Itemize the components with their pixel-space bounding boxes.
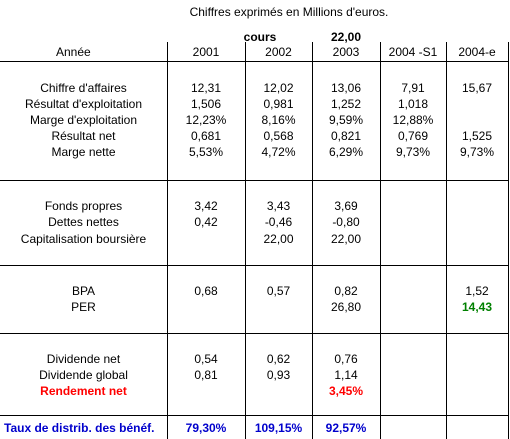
- table-cell: 12,23%: [185, 113, 227, 127]
- table-cell: 0,62: [266, 352, 291, 366]
- table-cell: 22,00: [263, 232, 294, 246]
- column-divider-4: [380, 42, 381, 439]
- cours-label: cours: [243, 30, 277, 44]
- table-cell: 7,91: [401, 81, 425, 95]
- cours-value: 22,00: [330, 30, 362, 44]
- row-label: Dettes nettes: [48, 215, 119, 229]
- table-cell: 3,43: [266, 199, 291, 213]
- row-label: Capitalisation boursière: [20, 232, 147, 246]
- header-year-2002: 2002: [265, 45, 292, 59]
- table-cell: 9,73%: [459, 145, 495, 159]
- table-cell: 5,53%: [188, 145, 224, 159]
- table-cell: 0,568: [263, 129, 294, 143]
- table-cell: 0,681: [190, 129, 222, 143]
- rendement-net-label: Rendement net: [40, 384, 127, 398]
- column-divider-3: [312, 42, 313, 439]
- table-cell: 1,018: [397, 97, 429, 111]
- row-label: BPA: [71, 284, 96, 298]
- header-year-label: Année: [56, 45, 91, 59]
- table-cell: 0,54: [194, 352, 218, 366]
- table-cell: 9,73%: [395, 145, 431, 159]
- table-cell: 1,14: [334, 368, 358, 382]
- table-cell: 0,57: [266, 284, 291, 298]
- table-caption: Chiffres exprimés en Millions d'euros.: [189, 5, 389, 19]
- table-cell: 22,00: [330, 232, 362, 246]
- table-cell: 15,67: [461, 81, 493, 95]
- row-label: Marge d'exploitation: [29, 113, 138, 127]
- table-cell: 4,72%: [261, 145, 296, 159]
- table-cell: -0,46: [264, 215, 293, 229]
- divider-section-4: [0, 415, 508, 416]
- header-year-2004-e: 2004-e: [458, 45, 496, 59]
- table-cell: 0,76: [334, 352, 358, 366]
- row-label: Marge nette: [51, 145, 116, 159]
- table-cell: 9,59%: [328, 113, 364, 127]
- table-cell: 0,68: [194, 284, 218, 298]
- footer-cell: 79,30%: [185, 421, 227, 435]
- column-divider-2: [245, 42, 246, 439]
- rendement-net-cell: 3,45%: [328, 384, 364, 398]
- table-cell: 0,981: [263, 97, 294, 111]
- table-cell: 3,42: [194, 199, 218, 213]
- per-estimate-cell: 14,43: [461, 300, 493, 314]
- table-cell: 8,16%: [261, 113, 296, 127]
- row-label: Fonds propres: [44, 199, 123, 213]
- table-cell: 0,42: [194, 215, 218, 229]
- footer-cell: 109,15%: [254, 421, 303, 435]
- row-label: Résultat net: [51, 129, 116, 143]
- table-cell: 12,31: [190, 81, 222, 95]
- column-divider-5: [446, 42, 447, 439]
- table-cell: 1,525: [461, 129, 493, 143]
- table-cell: 13,06: [330, 81, 362, 95]
- footer-label: Taux de distrib. des bénéf.: [4, 421, 155, 435]
- row-label: Résultat d'exploitation: [24, 97, 143, 111]
- table-cell: 12,88%: [392, 113, 434, 127]
- table-cell: -0,80: [332, 215, 360, 229]
- table-cell: 26,80: [330, 300, 362, 314]
- column-divider-6: [508, 42, 509, 439]
- table-cell: 1,506: [190, 97, 222, 111]
- table-cell: 12,02: [263, 81, 294, 95]
- table-cell: 0,81: [194, 368, 218, 382]
- row-label: PER: [71, 300, 96, 314]
- table-cell: 1,52: [465, 284, 489, 298]
- divider-section-3: [0, 333, 508, 334]
- footer-cell: 92,57%: [325, 421, 367, 435]
- header-year-2004-s1: 2004 -S1: [388, 45, 438, 59]
- divider-section-2: [0, 265, 508, 266]
- table-cell: 0,93: [266, 368, 291, 382]
- column-divider-1: [167, 42, 168, 439]
- table-cell: 0,82: [334, 284, 358, 298]
- header-year-2001: 2001: [192, 45, 220, 59]
- table-cell: 0,821: [330, 129, 362, 143]
- table-cell: 6,29%: [328, 145, 364, 159]
- row-label: Dividende net: [46, 352, 121, 366]
- table-cell: 1,252: [330, 97, 362, 111]
- header-year-2003: 2003: [332, 45, 360, 59]
- row-label: Chiffre d'affaires: [40, 81, 127, 95]
- table-cell: 0,769: [397, 129, 429, 143]
- row-label: Dividende global: [39, 368, 128, 382]
- divider-header: [0, 61, 508, 62]
- table-cell: 3,69: [334, 199, 358, 213]
- divider-section-1: [0, 180, 508, 181]
